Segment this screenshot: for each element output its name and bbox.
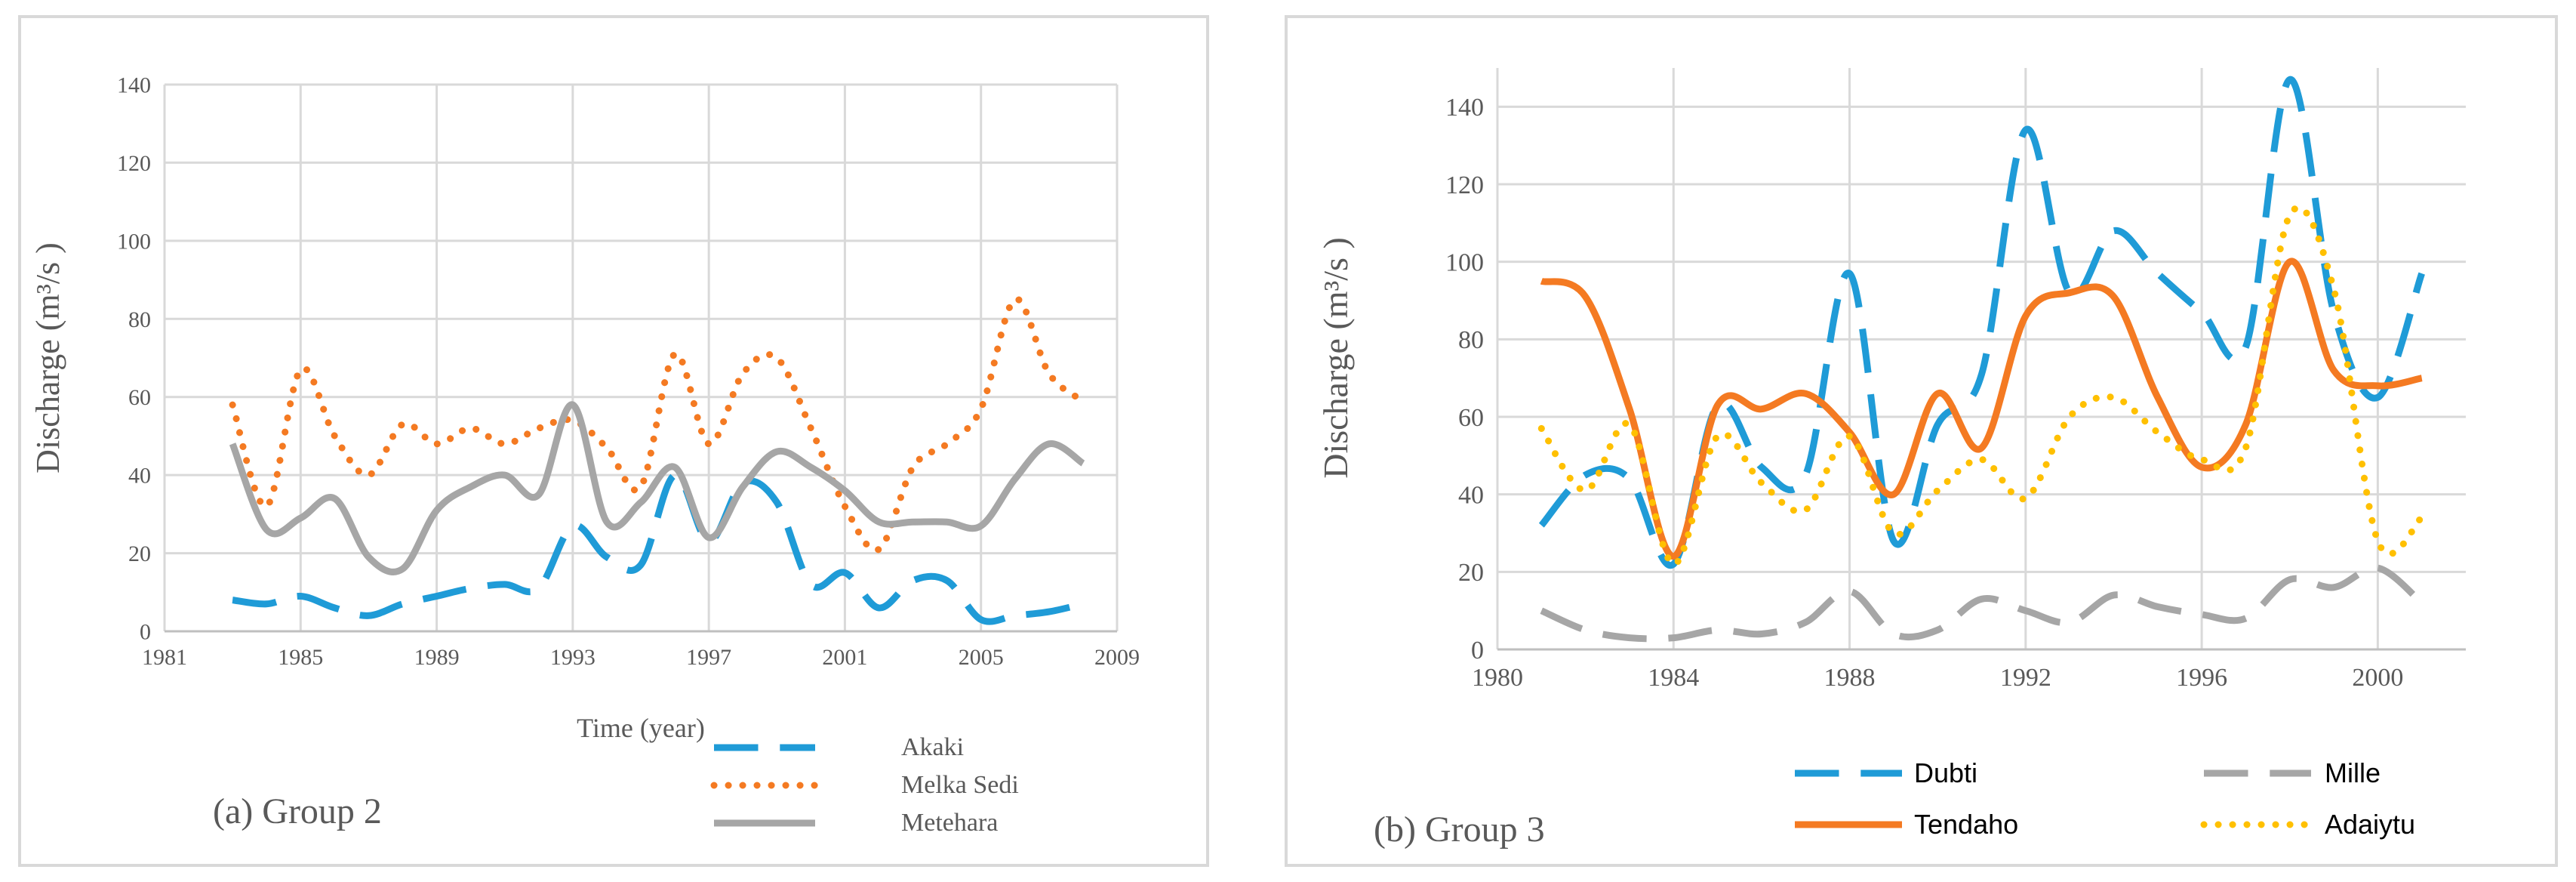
y-tick-label: 120 [1445,171,1484,199]
x-tick-label: 1981 [142,645,187,670]
series-line-metehara [229,401,1085,575]
gridlines [163,83,1119,631]
gridlines [1496,68,2466,649]
x-tick-label: 1992 [2000,664,2051,692]
y-tick-label: 80 [1458,326,1484,354]
x-tick-label: 1988 [1824,664,1876,692]
x-tick-label: 1989 [414,645,460,670]
chart-panel-group-2 [18,15,1209,867]
x-tick-label: 1984 [1648,664,1699,692]
x-tick-label: 2009 [1094,645,1140,670]
x-tick-label: 1997 [686,645,731,670]
x-axis-title: Time (year) [577,713,705,743]
panel-caption: (a) Group 2 [213,791,382,831]
x-tick-label: 1980 [1472,664,1523,692]
y-axis-title: Discharge (m³/s ) [1316,237,1355,479]
legend-label-akaki: Akaki [901,733,964,761]
y-tick-label: 40 [128,464,151,489]
legend-label-metehara: Metehara [901,809,998,837]
series-line-dubti [1538,76,2425,569]
series-line-melka-sedi [229,295,1087,554]
legend: Akaki Melka Sedi Metehara [710,733,1019,837]
legend-label-tendaho: Tendaho [1914,809,2018,840]
series-lines [1537,76,2426,643]
chart-a-group-2: 1981 1985 1989 1993 1997 2001 2005 2009 0 20 40 60 8… [29,73,1140,837]
y-tick-label: 0 [140,620,151,645]
series-line-adaiytu [1537,204,2426,568]
legend: Dubti Tendaho Mille Adaiytu [1795,757,2415,840]
x-tick-label: 2000 [2352,664,2403,692]
x-tick-label: 1996 [2176,664,2227,692]
series-lines [229,295,1087,625]
legend-label-adaiytu: Adaiytu [2325,809,2415,840]
chart-b-group-3: 1980 1984 1988 1992 1996 2000 0 20 40 60 80 100 120 1… [1316,68,2466,850]
y-tick-label: 140 [1445,94,1484,122]
legend-label-dubti: Dubti [1914,757,1977,788]
y-tick-label: 100 [117,229,151,254]
y-tick-label: 40 [1458,482,1484,510]
x-tick-label: 2005 [959,645,1004,670]
legend-label-melka-sedi: Melka Sedi [901,771,1019,799]
y-tick-label: 80 [128,307,151,332]
x-tick-label: 1993 [550,645,596,670]
y-tick-label: 0 [1471,637,1484,665]
y-tick-label: 60 [1458,404,1484,432]
y-tick-label: 20 [128,541,151,566]
y-tick-label: 20 [1458,559,1484,587]
series-line-tendaho [1540,258,2423,560]
y-tick-label: 100 [1445,249,1484,277]
y-tick-label: 120 [117,151,151,176]
y-axis-title: Discharge (m³/s ) [29,242,66,473]
x-tick-label: 1985 [278,645,323,670]
panel-caption: (b) Group 3 [1374,810,1545,850]
legend-label-mille: Mille [2325,757,2381,788]
y-tick-label: 140 [117,73,151,98]
series-line-akaki [232,471,1084,625]
y-tick-label: 60 [128,385,151,410]
series-line-mille [1540,564,2424,643]
x-tick-label: 2001 [822,645,867,670]
